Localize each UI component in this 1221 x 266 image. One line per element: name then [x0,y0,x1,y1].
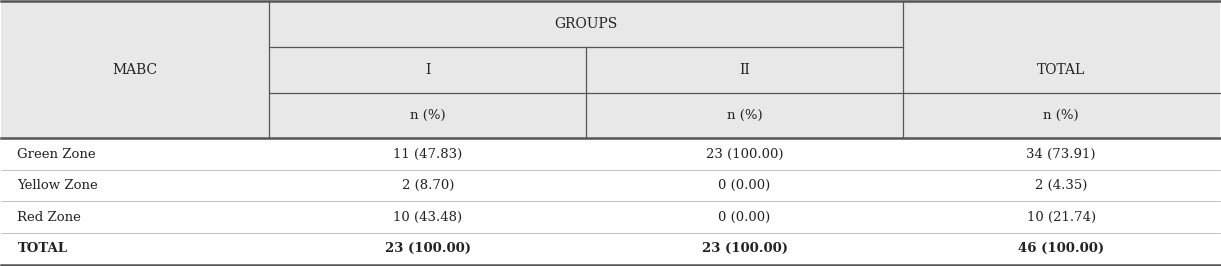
Text: n (%): n (%) [726,109,762,122]
Text: II: II [739,63,750,77]
Text: 46 (100.00): 46 (100.00) [1018,242,1104,255]
Text: 23 (100.00): 23 (100.00) [702,242,788,255]
Text: TOTAL: TOTAL [1037,63,1085,77]
Text: TOTAL: TOTAL [17,242,67,255]
Text: 2 (8.70): 2 (8.70) [402,179,454,192]
Text: 23 (100.00): 23 (100.00) [706,148,783,161]
Bar [1,138,1220,265]
Text: 0 (0.00): 0 (0.00) [718,211,770,224]
Text: Red Zone: Red Zone [17,211,82,224]
Text: 10 (21.74): 10 (21.74) [1027,211,1095,224]
Text: MABC: MABC [112,63,158,77]
Text: 10 (43.48): 10 (43.48) [393,211,463,224]
Text: 23 (100.00): 23 (100.00) [385,242,471,255]
Text: n (%): n (%) [1044,109,1079,122]
Text: 11 (47.83): 11 (47.83) [393,148,463,161]
Bar [1,1,1220,138]
Text: 0 (0.00): 0 (0.00) [718,179,770,192]
Text: I: I [425,63,431,77]
Text: Green Zone: Green Zone [17,148,96,161]
Text: 2 (4.35): 2 (4.35) [1035,179,1088,192]
Text: n (%): n (%) [410,109,446,122]
Text: Yellow Zone: Yellow Zone [17,179,98,192]
Text: GROUPS: GROUPS [554,17,618,31]
Text: 34 (73.91): 34 (73.91) [1027,148,1096,161]
